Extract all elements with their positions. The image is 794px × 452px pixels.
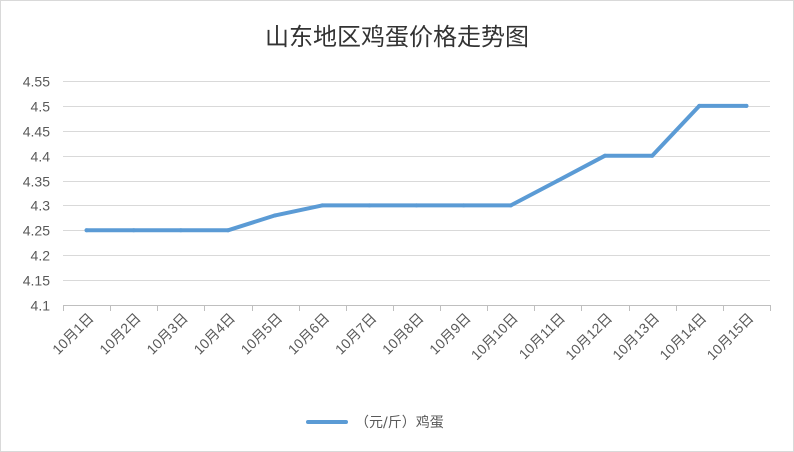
data-point — [320, 203, 325, 208]
data-point — [744, 103, 749, 108]
y-tick-label: 4.2 — [31, 248, 51, 264]
data-point — [697, 103, 702, 108]
y-tick-label: 4.45 — [23, 124, 50, 140]
y-tick-label: 4.4 — [31, 149, 51, 165]
x-tick-label: 10月7日 — [332, 310, 380, 358]
data-point — [226, 228, 230, 233]
y-tick-label: 4.15 — [23, 273, 50, 289]
y-tick-label: 4.3 — [31, 198, 51, 214]
data-point — [603, 153, 607, 158]
x-axis: 10月1日 10月2日 10月3日 10月4日 10月5日 10月6日 10月7日 10月8日… — [49, 305, 771, 363]
x-tick-label: 10月10日 — [468, 310, 521, 363]
data-point — [461, 203, 466, 208]
series-line — [84, 103, 749, 233]
chart-title: 山东地区鸡蛋价格走势图 — [265, 23, 529, 51]
x-tick-label: 10月13日 — [609, 310, 662, 363]
legend-label: （元/斤）鸡蛋 — [355, 414, 444, 431]
x-tick-label: 10月12日 — [562, 310, 615, 363]
gridlines — [63, 81, 770, 281]
x-tick-label: 10月11日 — [516, 310, 568, 362]
data-point — [84, 228, 89, 233]
data-point — [131, 228, 136, 233]
data-point — [414, 203, 419, 208]
y-tick-label: 4.35 — [23, 174, 50, 190]
x-tick-label: 10月5日 — [238, 310, 286, 358]
x-tick-label: 10月9日 — [426, 310, 474, 358]
data-point — [178, 228, 183, 233]
data-point — [273, 213, 278, 218]
x-tick-label: 10月14日 — [656, 310, 709, 363]
data-point — [555, 178, 560, 183]
series-layer — [84, 103, 749, 233]
y-axis-ticks: 4.1 4.15 4.2 4.25 4.3 4.35 4.4 4.45 4.5 4.55 — [23, 74, 50, 314]
data-point — [508, 203, 513, 208]
x-tick-label: 10月1日 — [49, 310, 97, 358]
x-tick-label: 10月6日 — [285, 310, 333, 358]
x-tick-label: 10月3日 — [143, 310, 191, 358]
y-tick-label: 4.25 — [23, 223, 50, 239]
data-point — [650, 153, 655, 158]
data-point — [367, 203, 372, 208]
y-tick-label: 4.1 — [31, 298, 51, 314]
y-tick-label: 4.5 — [31, 99, 51, 115]
y-tick-label: 4.55 — [23, 74, 50, 90]
x-tick-label: 10月2日 — [96, 310, 144, 358]
x-tick-label: 10月4日 — [190, 310, 238, 358]
x-tick-label: 10月8日 — [379, 310, 427, 358]
legend: （元/斤）鸡蛋 — [306, 414, 444, 431]
x-tick-label: 10月15日 — [703, 310, 756, 363]
